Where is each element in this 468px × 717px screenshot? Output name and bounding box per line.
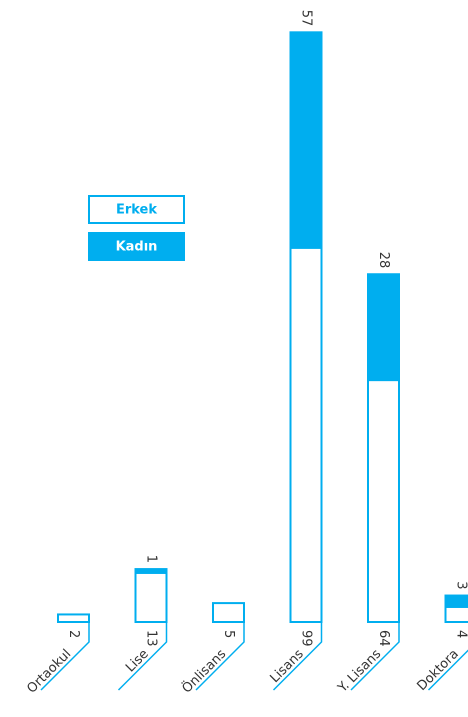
value-label: 13 [144, 630, 159, 647]
category-leader [272, 622, 323, 691]
value-label: 64 [376, 630, 391, 647]
legend-label: Kadın [116, 240, 158, 255]
bar-segment [444, 605, 468, 624]
legend-swatch [88, 195, 185, 224]
category-label: Önlisans [178, 645, 229, 696]
value-label: 2 [66, 630, 81, 638]
bar-segment [367, 273, 400, 382]
bar-segment [134, 571, 168, 623]
category-label: Doktora [415, 647, 462, 694]
value-label: 28 [376, 252, 391, 269]
category-leader [117, 622, 168, 691]
value-label: 57 [299, 10, 314, 27]
category-label: Y. Lisans [335, 647, 385, 697]
bar-segment [57, 613, 90, 624]
category-leader [427, 649, 468, 691]
value-label: 3 [454, 581, 468, 589]
value-label: 5 [221, 630, 236, 638]
category-leader [350, 622, 400, 691]
category-leader [195, 622, 245, 691]
bar-segment [289, 246, 323, 623]
bar-segment [134, 568, 168, 574]
legend-label: Erkek [116, 203, 157, 218]
category-label: Lisans [267, 647, 306, 686]
category-label: Ortaokul [24, 647, 74, 697]
legend-swatch [88, 232, 185, 261]
value-label: 4 [454, 630, 468, 638]
value-label: 99 [299, 630, 314, 647]
category-label: Lise [123, 647, 152, 676]
bar-segment [289, 31, 323, 249]
bar-segment [212, 602, 245, 623]
value-label: 1 [144, 555, 159, 563]
bar-segment [367, 379, 400, 623]
bar-segment [444, 594, 468, 608]
category-leader [40, 622, 90, 691]
